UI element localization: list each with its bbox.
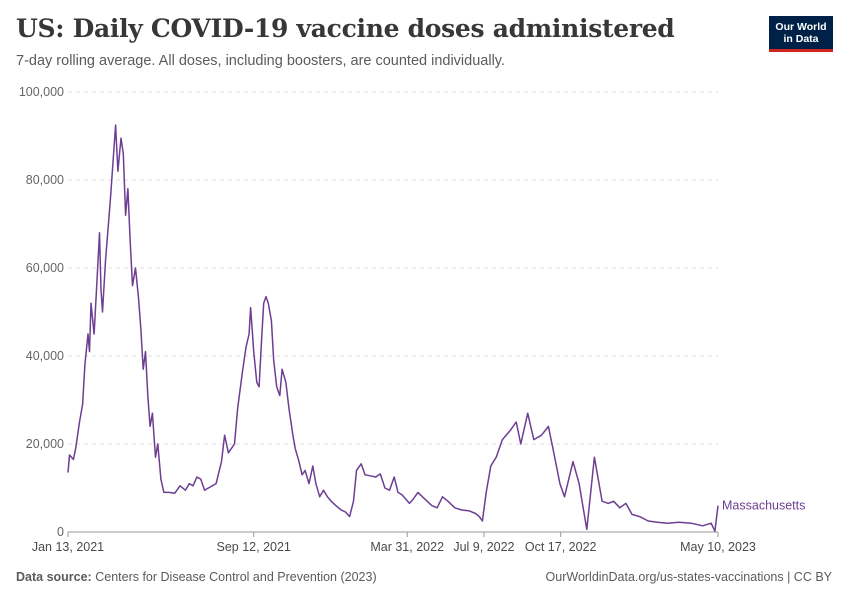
x-tick-label: Jan 13, 2021 [32,540,104,554]
y-tick-label: 40,000 [26,349,64,363]
series-line-massachusetts[interactable] [67,124,719,532]
data-source-label: Data source: [16,570,92,584]
data-source: Data source: Centers for Disease Control… [16,570,377,584]
x-tick-label: Sep 12, 2021 [217,540,291,554]
y-tick-label: 80,000 [26,173,64,187]
y-tick-label: 100,000 [19,85,64,99]
x-tick-label: Jul 9, 2022 [453,540,514,554]
series-label-massachusetts[interactable]: Massachusetts [722,499,805,513]
y-tick-label: 20,000 [26,437,64,451]
chart-title: US: Daily COVID-19 vaccine doses adminis… [16,14,675,43]
data-source-text[interactable]: Centers for Disease Control and Preventi… [95,570,377,584]
logo-line-2: in Data [783,32,819,45]
x-tick-label: Mar 31, 2022 [370,540,444,554]
grid-lines [68,91,718,445]
owid-logo[interactable]: Our World in Data [769,16,833,52]
url-license[interactable]: OurWorldinData.org/us-states-vaccination… [545,570,832,584]
y-axis-ticks: 0 20,000 40,000 60,000 80,000 100,000 [19,85,64,539]
series-layer: Massachusetts [67,124,805,532]
x-tick-label: May 10, 2023 [680,540,756,554]
y-tick-label: 0 [57,525,64,539]
logo-line-1: Our World [775,20,827,33]
chart-subtitle: 7-day rolling average. All doses, includ… [16,53,505,69]
x-axis: Jan 13, 2021 Sep 12, 2021 Mar 31, 2022 Jul … [32,531,756,554]
y-tick-label: 60,000 [26,261,64,275]
x-tick-label: Oct 17, 2022 [525,540,597,554]
